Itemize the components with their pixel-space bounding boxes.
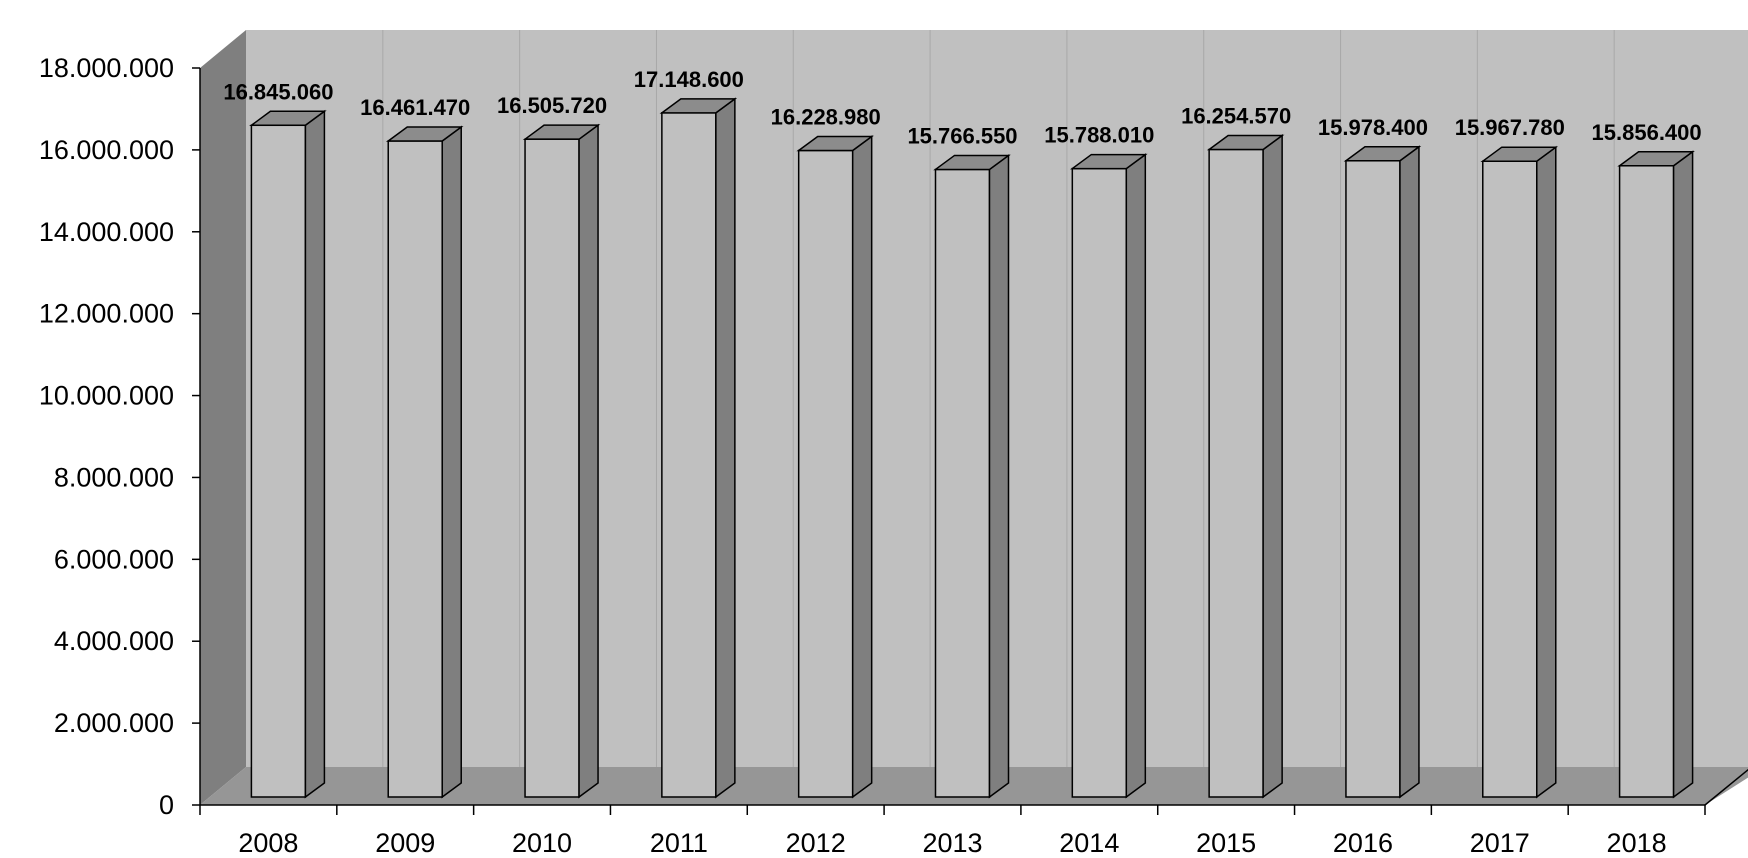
x-tick-label-2016: 2016	[1333, 828, 1393, 858]
bar-2012	[796, 135, 874, 799]
bar-top	[249, 110, 327, 127]
bar-side	[988, 153, 1010, 799]
x-tick-label-2014: 2014	[1059, 828, 1119, 858]
bar-top	[796, 135, 874, 152]
bar-top	[1070, 153, 1148, 170]
bar-side	[1399, 145, 1420, 799]
data-label-2016: 15.978.400	[1318, 115, 1428, 140]
bar-front	[250, 124, 307, 798]
x-tick-label-2015: 2015	[1196, 828, 1256, 858]
bar-2011	[659, 97, 738, 799]
bar-side	[1125, 153, 1147, 799]
bar-top	[1480, 146, 1559, 162]
bar-side	[715, 97, 736, 799]
y-tick-label: 2.000.000	[54, 708, 174, 738]
bar-2009	[385, 125, 464, 799]
y-tick-label: 16.000.000	[39, 135, 174, 165]
data-label-2010: 16.505.720	[497, 93, 607, 118]
bar-2014	[1070, 153, 1148, 799]
bar-top	[1617, 151, 1695, 167]
x-tick-label-2017: 2017	[1470, 828, 1530, 858]
bar-side	[851, 135, 873, 799]
bar-top	[1343, 146, 1422, 162]
x-tick-label-2009: 2009	[375, 828, 435, 858]
data-label-2009: 16.461.470	[360, 95, 470, 120]
data-label-2012: 16.228.980	[771, 105, 881, 130]
bar-front	[1345, 160, 1401, 798]
data-label-2017: 15.967.780	[1455, 115, 1565, 140]
y-tick-label: 4.000.000	[54, 626, 174, 656]
bar-top	[933, 154, 1011, 171]
bar-front	[387, 140, 443, 798]
bar-series	[249, 97, 1695, 799]
data-label-2018: 15.856.400	[1592, 120, 1702, 145]
x-tick-labels: 2008 2009 2010 2011 2012 2013 2014 2015 2016 2017…	[238, 828, 1666, 858]
x-tick-label-2008: 2008	[238, 828, 298, 858]
bar-top	[659, 98, 738, 114]
bar-2008	[249, 109, 327, 799]
bar-front	[797, 149, 854, 798]
bar-top	[1206, 134, 1285, 151]
bar-front	[1618, 165, 1675, 798]
bar-2013	[933, 153, 1011, 799]
y-tick-label: 8.000.000	[54, 462, 174, 492]
bar-2015	[1206, 133, 1285, 799]
bar-front	[1208, 148, 1264, 798]
y-tick-label: 12.000.000	[39, 299, 174, 329]
bar-side	[1672, 150, 1694, 799]
x-tick-label-2011: 2011	[650, 828, 708, 858]
data-label-2014: 15.788.010	[1044, 123, 1154, 148]
y-tick-label: 10.000.000	[39, 381, 174, 411]
bar-side	[1262, 133, 1283, 799]
bar-side	[304, 109, 326, 799]
bar-front	[661, 112, 717, 798]
x-tick-label-2013: 2013	[922, 828, 982, 858]
bar-front	[524, 138, 580, 798]
bar-front	[934, 168, 991, 798]
y-tick-label: 0	[159, 790, 174, 820]
chart-side-wall	[200, 30, 246, 805]
y-tick-label: 18.000.000	[39, 53, 174, 83]
data-labels: 16.845.060 16.461.470 16.505.720 17.148.600…	[223, 67, 1701, 149]
bar-2017	[1480, 145, 1559, 799]
bar-top	[522, 124, 601, 140]
bar-side	[441, 125, 462, 799]
bar-top	[385, 126, 464, 142]
y-tick-label: 6.000.000	[54, 544, 174, 574]
y-tick-label: 14.000.000	[39, 217, 174, 247]
data-label-2013: 15.766.550	[907, 123, 1017, 148]
data-label-2011: 17.148.600	[634, 67, 744, 92]
bar-2018	[1617, 150, 1695, 799]
data-label-2015: 16.254.570	[1181, 103, 1291, 128]
bar-front	[1482, 160, 1538, 798]
bar-2010	[522, 123, 601, 799]
floor-edge-line	[1704, 768, 1748, 806]
x-tick-label-2018: 2018	[1607, 828, 1667, 858]
bar-side	[578, 123, 599, 799]
y-tick-labels: 0 2.000.000 4.000.000 6.000.000 8.000.000 10.…	[39, 53, 174, 820]
data-label-2008: 16.845.060	[223, 79, 333, 104]
bar-front	[1071, 167, 1128, 798]
axes	[192, 67, 1748, 815]
bar-side	[1536, 145, 1557, 799]
wall-tick-lines	[382, 30, 1615, 767]
bar-2016	[1343, 145, 1422, 799]
x-tick-label-2010: 2010	[512, 828, 572, 858]
x-tick-label-2012: 2012	[786, 828, 846, 858]
